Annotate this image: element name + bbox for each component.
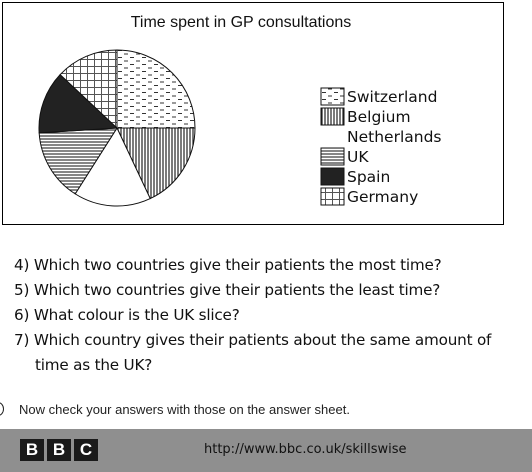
pie-chart: Time spent in GP consultations Switzerla… (38, 14, 441, 207)
legend-label-belgium: Belgium (347, 108, 411, 126)
question-text: Which country gives their patients about… (33, 331, 492, 349)
legend-label-switzerland: Switzerland (347, 88, 437, 106)
bullet-circle-icon (0, 402, 4, 416)
pie-slice-spain (38, 73, 119, 134)
question-6: 6) What colour is the UK slice? (14, 303, 532, 328)
legend-label-netherlands: Netherlands (347, 128, 441, 146)
chart-title: Time spent in GP consultations (131, 14, 352, 31)
pie-slice-switzerland (116, 49, 196, 129)
question-4: 4) Which two countries give their patien… (14, 253, 532, 278)
legend-swatch-uk (320, 147, 345, 166)
question-list: 4) Which two countries give their patien… (14, 253, 532, 378)
legend-label-spain: Spain (347, 168, 390, 186)
question-number: 7) (14, 331, 30, 349)
bbc-logo-block: C (74, 439, 98, 461)
question-text: What colour is the UK slice? (33, 306, 240, 324)
pie-chart-panel: Time spent in GP consultations Switzerla… (2, 2, 504, 225)
pie-slice-uk (38, 127, 118, 195)
question-text: Which two countries give their patients … (33, 281, 441, 299)
question-number: 5) (14, 281, 30, 299)
chart-legend: Switzerland Belgium Netherlands UK Spain Germ… (320, 87, 441, 206)
bbc-logo-block: B (47, 439, 71, 461)
question-number: 6) (14, 306, 30, 324)
question-number: 4) (14, 256, 30, 274)
legend-label-germany: Germany (347, 188, 418, 206)
footer-bar: B B C http://www.bbc.co.uk/skillswise (0, 429, 532, 472)
bbc-logo-block: B (20, 439, 44, 461)
instruction-text: Now check your answers with those on the… (19, 402, 350, 417)
question-text: Which two countries give their patients … (33, 256, 442, 274)
footer-url-link[interactable]: http://www.bbc.co.uk/skillswise (204, 442, 407, 457)
legend-label-uk: UK (347, 148, 369, 166)
legend-swatch-switzerland (320, 87, 345, 106)
question-7-continuation: time as the UK? (35, 356, 153, 374)
instruction-line: Now check your answers with those on the… (0, 400, 532, 422)
bbc-logo[interactable]: B B C (20, 439, 98, 461)
question-7: 7) Which country gives their patients ab… (14, 328, 532, 353)
pie-slice-belgium (116, 127, 196, 200)
legend-swatch-spain (320, 167, 345, 186)
legend-swatch-germany (320, 187, 345, 206)
legend-swatch-belgium (320, 107, 345, 126)
pie-slice-germany (59, 49, 118, 130)
legend-swatch-netherlands (320, 127, 345, 146)
pie-slice-netherlands (74, 126, 151, 207)
pie-slices (38, 49, 196, 207)
question-5: 5) Which two countries give their patien… (14, 278, 532, 303)
